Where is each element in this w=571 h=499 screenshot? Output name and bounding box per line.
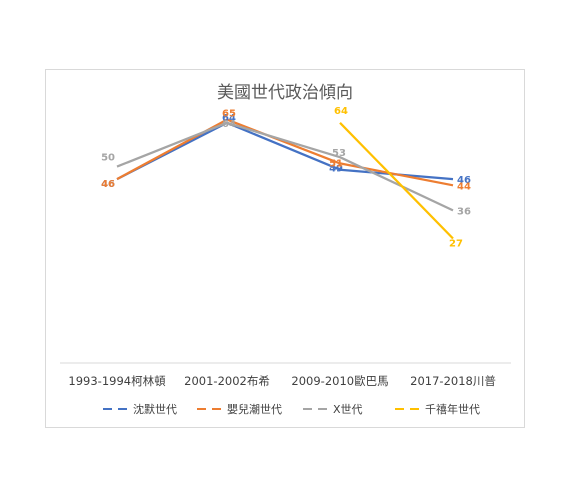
category-label-1: 1993-1994柯林頓 [68, 374, 166, 388]
category-axis: 1993-1994柯林頓 2001-2002布希 2009-2010歐巴馬 2017-… [68, 374, 495, 388]
data-label-s3-p2: 64 [222, 119, 236, 130]
series-line-3 [116, 121, 454, 212]
legend-label-2: 嬰兒潮世代 [227, 402, 282, 416]
category-label-4: 2017-2018川普 [410, 374, 496, 388]
data-label-s2-p1: 46 [101, 179, 115, 190]
series-line-2 [116, 118, 454, 187]
data-label-s4-p3: 64 [334, 106, 348, 117]
legend-item-3: X世代 [303, 403, 363, 416]
category-label-3: 2009-2010歐巴馬 [291, 374, 388, 388]
data-label-s1-p2: 64 [222, 113, 236, 124]
data-label-s4-p4: 27 [449, 239, 463, 250]
data-label-s2-p3: 51 [329, 158, 343, 169]
series-layer [116, 118, 454, 240]
legend-label-1: 沈默世代 [133, 402, 177, 416]
data-label-s1-p3: 49 [329, 164, 343, 175]
data-label-s2-p2: 65 [222, 109, 236, 120]
legend-label-3: X世代 [333, 403, 363, 416]
data-label-s2-p4: 44 [457, 181, 471, 192]
data-label-s3-p4: 36 [457, 206, 471, 217]
legend: 沈默世代 嬰兒潮世代 X世代 千禧年世代 [103, 402, 480, 416]
data-label-s1-p1: 46 [101, 179, 115, 190]
chart-frame [45, 69, 525, 428]
legend-item-1: 沈默世代 [103, 402, 177, 416]
legend-item-2: 嬰兒潮世代 [197, 402, 282, 416]
chart-title: 美國世代政治傾向 [217, 83, 353, 103]
legend-item-4: 千禧年世代 [395, 402, 480, 416]
legend-label-4: 千禧年世代 [425, 402, 480, 416]
data-label-s3-p1: 50 [101, 153, 115, 164]
data-label-s1-p4: 46 [457, 175, 471, 186]
category-label-2: 2001-2002布希 [184, 374, 270, 388]
series-line-4 [339, 122, 454, 240]
data-label-s3-p3: 53 [332, 148, 346, 159]
